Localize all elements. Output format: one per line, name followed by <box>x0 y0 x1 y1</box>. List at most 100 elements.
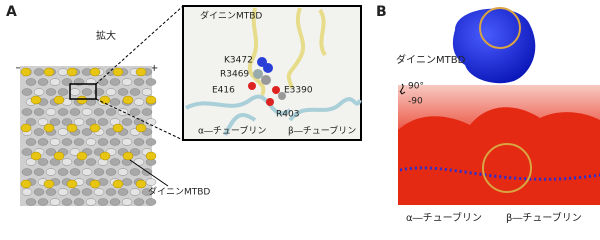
tubulin-subunit <box>61 118 73 126</box>
tubulin-subunit <box>93 168 105 176</box>
tubulin-subunit <box>61 138 73 146</box>
tubulin-subunit <box>141 188 153 196</box>
tubulin-subunit <box>37 118 49 126</box>
beta-label: β―チューブリン <box>506 211 582 224</box>
tubulin-subunit <box>93 188 105 196</box>
tubulin-subunit <box>129 168 141 176</box>
tubulin-subunit <box>105 88 117 96</box>
tubulin-subunit <box>85 198 97 206</box>
mtbd-label: ダイニンMTBD <box>148 186 210 198</box>
mtbd-density <box>76 151 88 161</box>
residue-label: R3469 <box>220 70 249 80</box>
tubulin-subunit <box>49 138 61 146</box>
alpha-label: α―チューブリン <box>406 211 482 224</box>
tubulin-subunit <box>105 168 117 176</box>
tubulin-subunit <box>21 108 33 116</box>
residue-label: E3390 <box>284 86 313 96</box>
tubulin-subunit <box>81 128 93 136</box>
tubulin-subunit <box>57 68 69 76</box>
zoom-line <box>95 98 184 141</box>
mtbd-density <box>122 151 134 161</box>
rotation-arrow <box>399 83 406 95</box>
highlight-circle <box>479 7 521 49</box>
tubulin-subunit <box>57 128 69 136</box>
tubulin-subunit <box>141 108 153 116</box>
tubulin-subunit <box>109 198 121 206</box>
tubulin-subunit <box>49 118 61 126</box>
tubulin-subunit <box>117 88 129 96</box>
residue-label: E416 <box>212 86 235 96</box>
mtbd-density <box>122 95 134 105</box>
tubulin-subunit <box>109 158 121 166</box>
mtbd-density <box>145 151 157 161</box>
tubulin-subunit <box>85 158 97 166</box>
mtbd-density <box>135 67 147 77</box>
tubulin-subunit <box>109 138 121 146</box>
pointer-line <box>129 159 169 187</box>
tubulin-subunit <box>133 198 145 206</box>
tubulin-subunit <box>133 138 145 146</box>
tubulin-subunit <box>81 168 93 176</box>
tubulin-subunit <box>25 198 37 206</box>
mtbd-density <box>99 151 111 161</box>
lattice-body <box>20 66 152 206</box>
tubulin-subunit <box>117 188 129 196</box>
panel-label: A <box>6 4 17 20</box>
tubulin-subunit <box>21 88 33 96</box>
tubulin-subunit <box>37 198 49 206</box>
mtbd-density <box>20 179 32 189</box>
tubulin-subunit <box>69 188 81 196</box>
tubulin-subunit <box>133 78 145 86</box>
zoom-label: 拡大 <box>96 29 116 42</box>
tubulin-subunit <box>37 138 49 146</box>
tubulin-subunit <box>57 108 69 116</box>
residue-label: R403 <box>276 110 299 120</box>
tubulin-subunit <box>85 138 97 146</box>
tubulin-subunit <box>25 138 37 146</box>
tubulin-subunit <box>21 148 33 156</box>
tubulin-subunit <box>105 128 117 136</box>
mtbd-surface <box>452 8 536 84</box>
mtbd-density <box>145 95 157 105</box>
mtbd-density <box>135 179 147 189</box>
tubulin-subunit <box>33 128 45 136</box>
beta-label: β―チューブリン <box>288 125 356 137</box>
tubulin-subunit <box>57 188 69 196</box>
tubulin-subunit <box>145 118 157 126</box>
tubulin-subunit <box>121 138 133 146</box>
tubulin-subunit <box>37 158 49 166</box>
tubulin-subunit <box>49 78 61 86</box>
mtbd-density <box>43 179 55 189</box>
tubulin-subunit <box>49 198 61 206</box>
tubulin-subunit <box>21 168 33 176</box>
tubulin-subunit <box>121 198 133 206</box>
mtbd-density <box>66 123 78 133</box>
tubulin-subunit <box>45 108 57 116</box>
tubulin-subunit <box>145 198 157 206</box>
tubulin-subunit <box>45 148 57 156</box>
residue-label: K3472 <box>224 56 253 66</box>
mtbd-density <box>20 67 32 77</box>
tubulin-subunit <box>117 168 129 176</box>
mtbd-density <box>43 67 55 77</box>
tubulin-subunit <box>133 98 145 106</box>
tubulin-subunit <box>73 198 85 206</box>
surface-residues <box>399 166 600 181</box>
tubulin-subunit <box>33 88 45 96</box>
mtbd-density <box>20 123 32 133</box>
tubulin-subunit <box>69 148 81 156</box>
tubulin-subunit <box>61 158 73 166</box>
tubulin-subunit <box>61 198 73 206</box>
figure: A 拡大 − + ダイニンMTBD ダイニンMTBD K3472 R3469 E… <box>6 4 600 224</box>
tubulin-subunit <box>121 118 133 126</box>
alpha-label: α―チューブリン <box>198 125 266 137</box>
mtbd-density <box>43 123 55 133</box>
tubulin-subunit <box>33 108 45 116</box>
tubulin-subunit <box>129 88 141 96</box>
tubulin-subunit <box>97 138 109 146</box>
zoom-box <box>69 83 97 100</box>
tubulin-subunit <box>45 88 57 96</box>
panel-label: B <box>376 4 387 20</box>
tubulin-subunit <box>33 68 45 76</box>
tubulin-subunit <box>45 168 57 176</box>
